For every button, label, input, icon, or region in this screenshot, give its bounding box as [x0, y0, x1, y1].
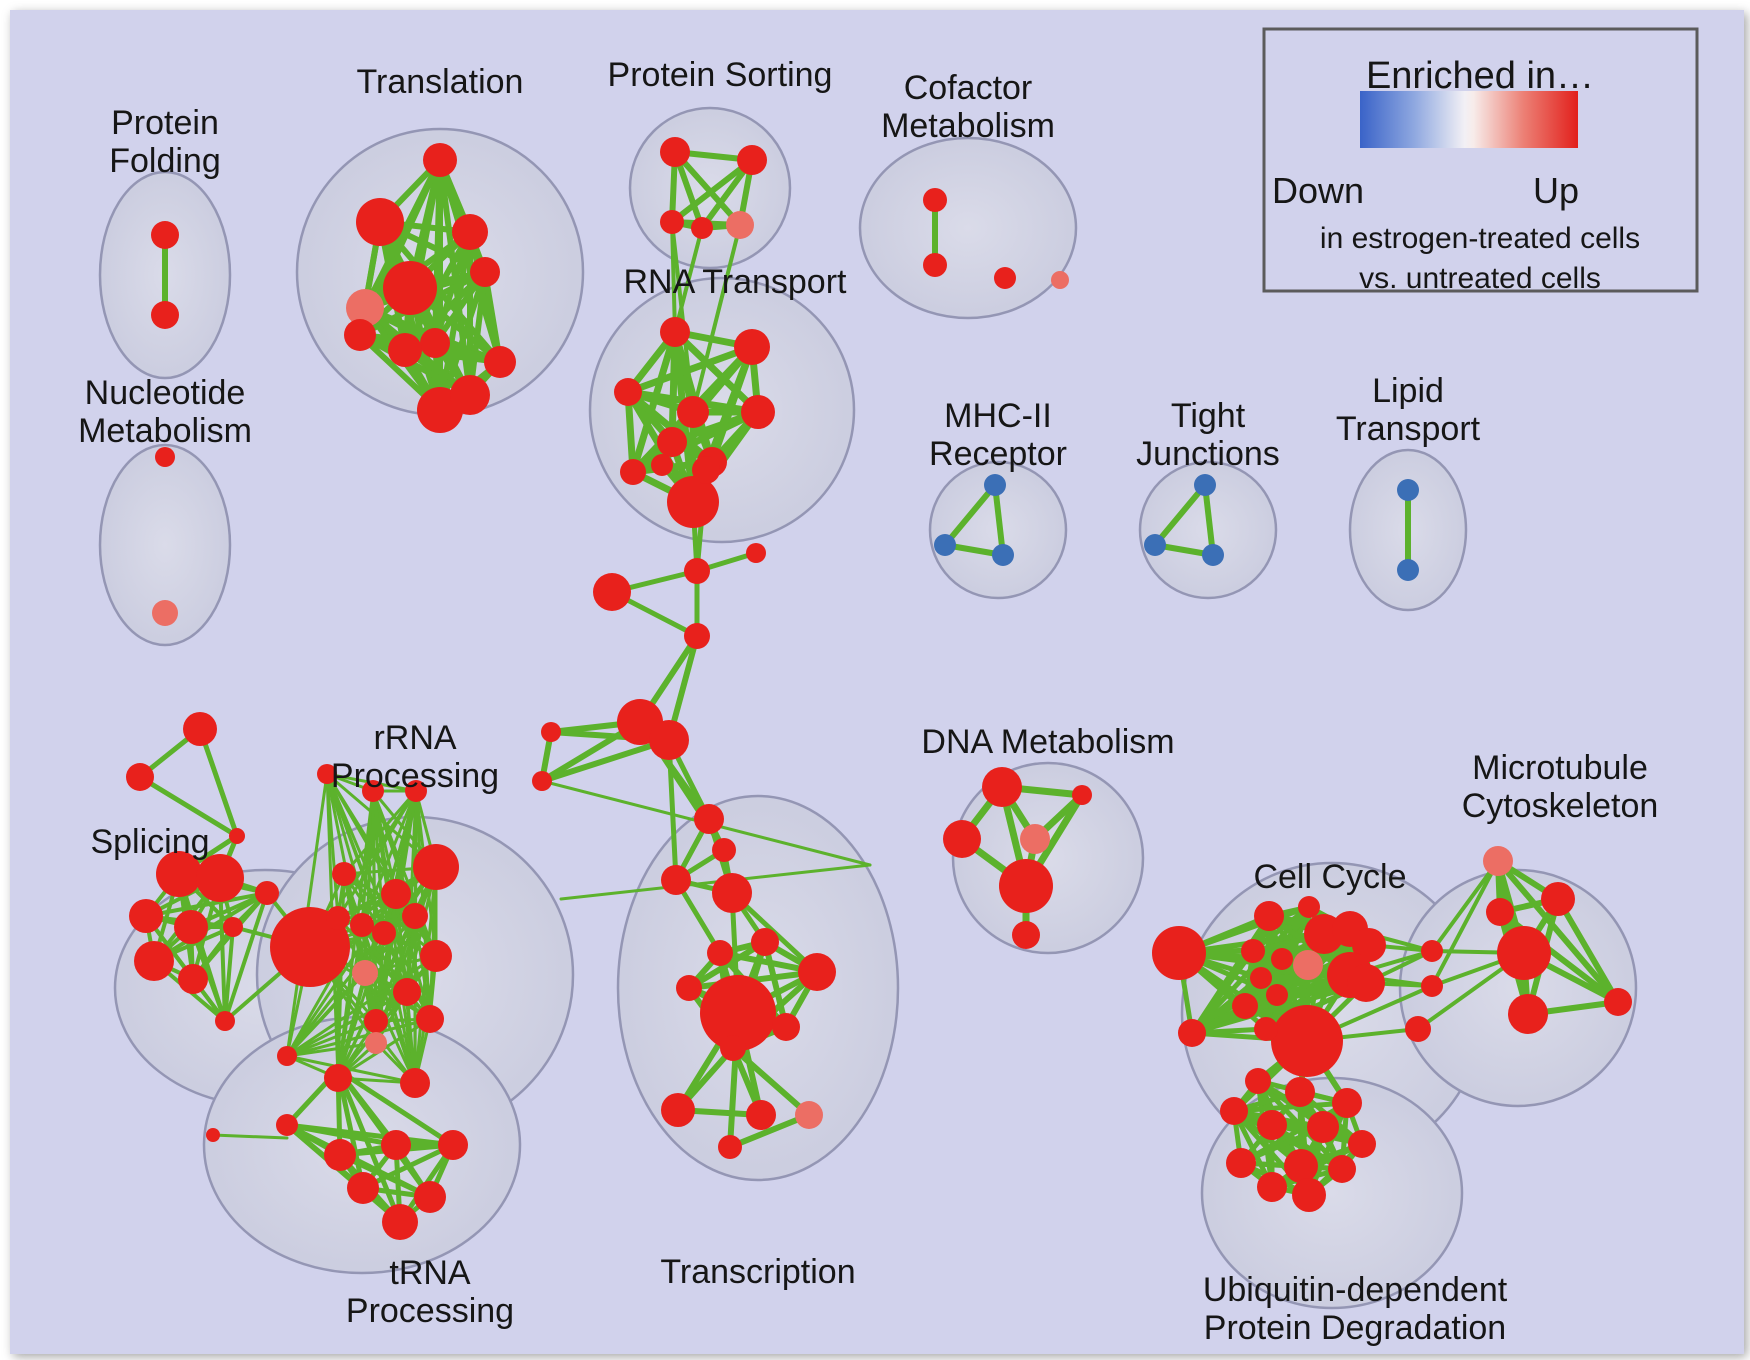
svg-text:Receptor: Receptor — [929, 435, 1067, 473]
svg-text:Ubiquitin-dependent: Ubiquitin-dependent — [1203, 1271, 1508, 1309]
svg-text:Lipid: Lipid — [1372, 372, 1444, 410]
svg-text:Transcription: Transcription — [660, 1253, 855, 1291]
svg-text:Metabolism: Metabolism — [78, 412, 252, 450]
svg-text:MHC-II: MHC-II — [944, 397, 1052, 435]
svg-text:Down: Down — [1272, 170, 1364, 211]
svg-text:RNA Transport: RNA Transport — [624, 263, 848, 301]
svg-text:tRNA: tRNA — [389, 1254, 471, 1292]
svg-text:Cytoskeleton: Cytoskeleton — [1462, 787, 1659, 825]
svg-text:vs. untreated cells: vs. untreated cells — [1359, 262, 1601, 295]
svg-text:Processing: Processing — [346, 1292, 514, 1330]
svg-text:Cell Cycle: Cell Cycle — [1253, 858, 1406, 896]
svg-text:Tight: Tight — [1171, 397, 1246, 435]
svg-text:Junctions: Junctions — [1136, 435, 1280, 473]
svg-text:Up: Up — [1533, 170, 1579, 211]
svg-text:Processing: Processing — [331, 757, 499, 795]
svg-text:Microtubule: Microtubule — [1472, 749, 1648, 787]
svg-text:Transport: Transport — [1336, 410, 1481, 448]
svg-text:in estrogen-treated cells: in estrogen-treated cells — [1320, 222, 1640, 255]
svg-text:Folding: Folding — [109, 142, 221, 180]
svg-text:Protein Degradation: Protein Degradation — [1204, 1309, 1506, 1347]
svg-text:Cofactor: Cofactor — [904, 69, 1033, 107]
svg-text:Splicing: Splicing — [90, 823, 209, 861]
svg-text:Protein Sorting: Protein Sorting — [608, 56, 833, 94]
svg-text:Metabolism: Metabolism — [881, 107, 1055, 145]
svg-text:rRNA: rRNA — [373, 719, 456, 757]
svg-text:Nucleotide: Nucleotide — [85, 374, 246, 412]
svg-text:DNA Metabolism: DNA Metabolism — [921, 723, 1174, 761]
svg-text:Translation: Translation — [357, 63, 524, 101]
svg-text:Enriched in…: Enriched in… — [1366, 55, 1594, 97]
svg-text:Protein: Protein — [111, 104, 219, 142]
